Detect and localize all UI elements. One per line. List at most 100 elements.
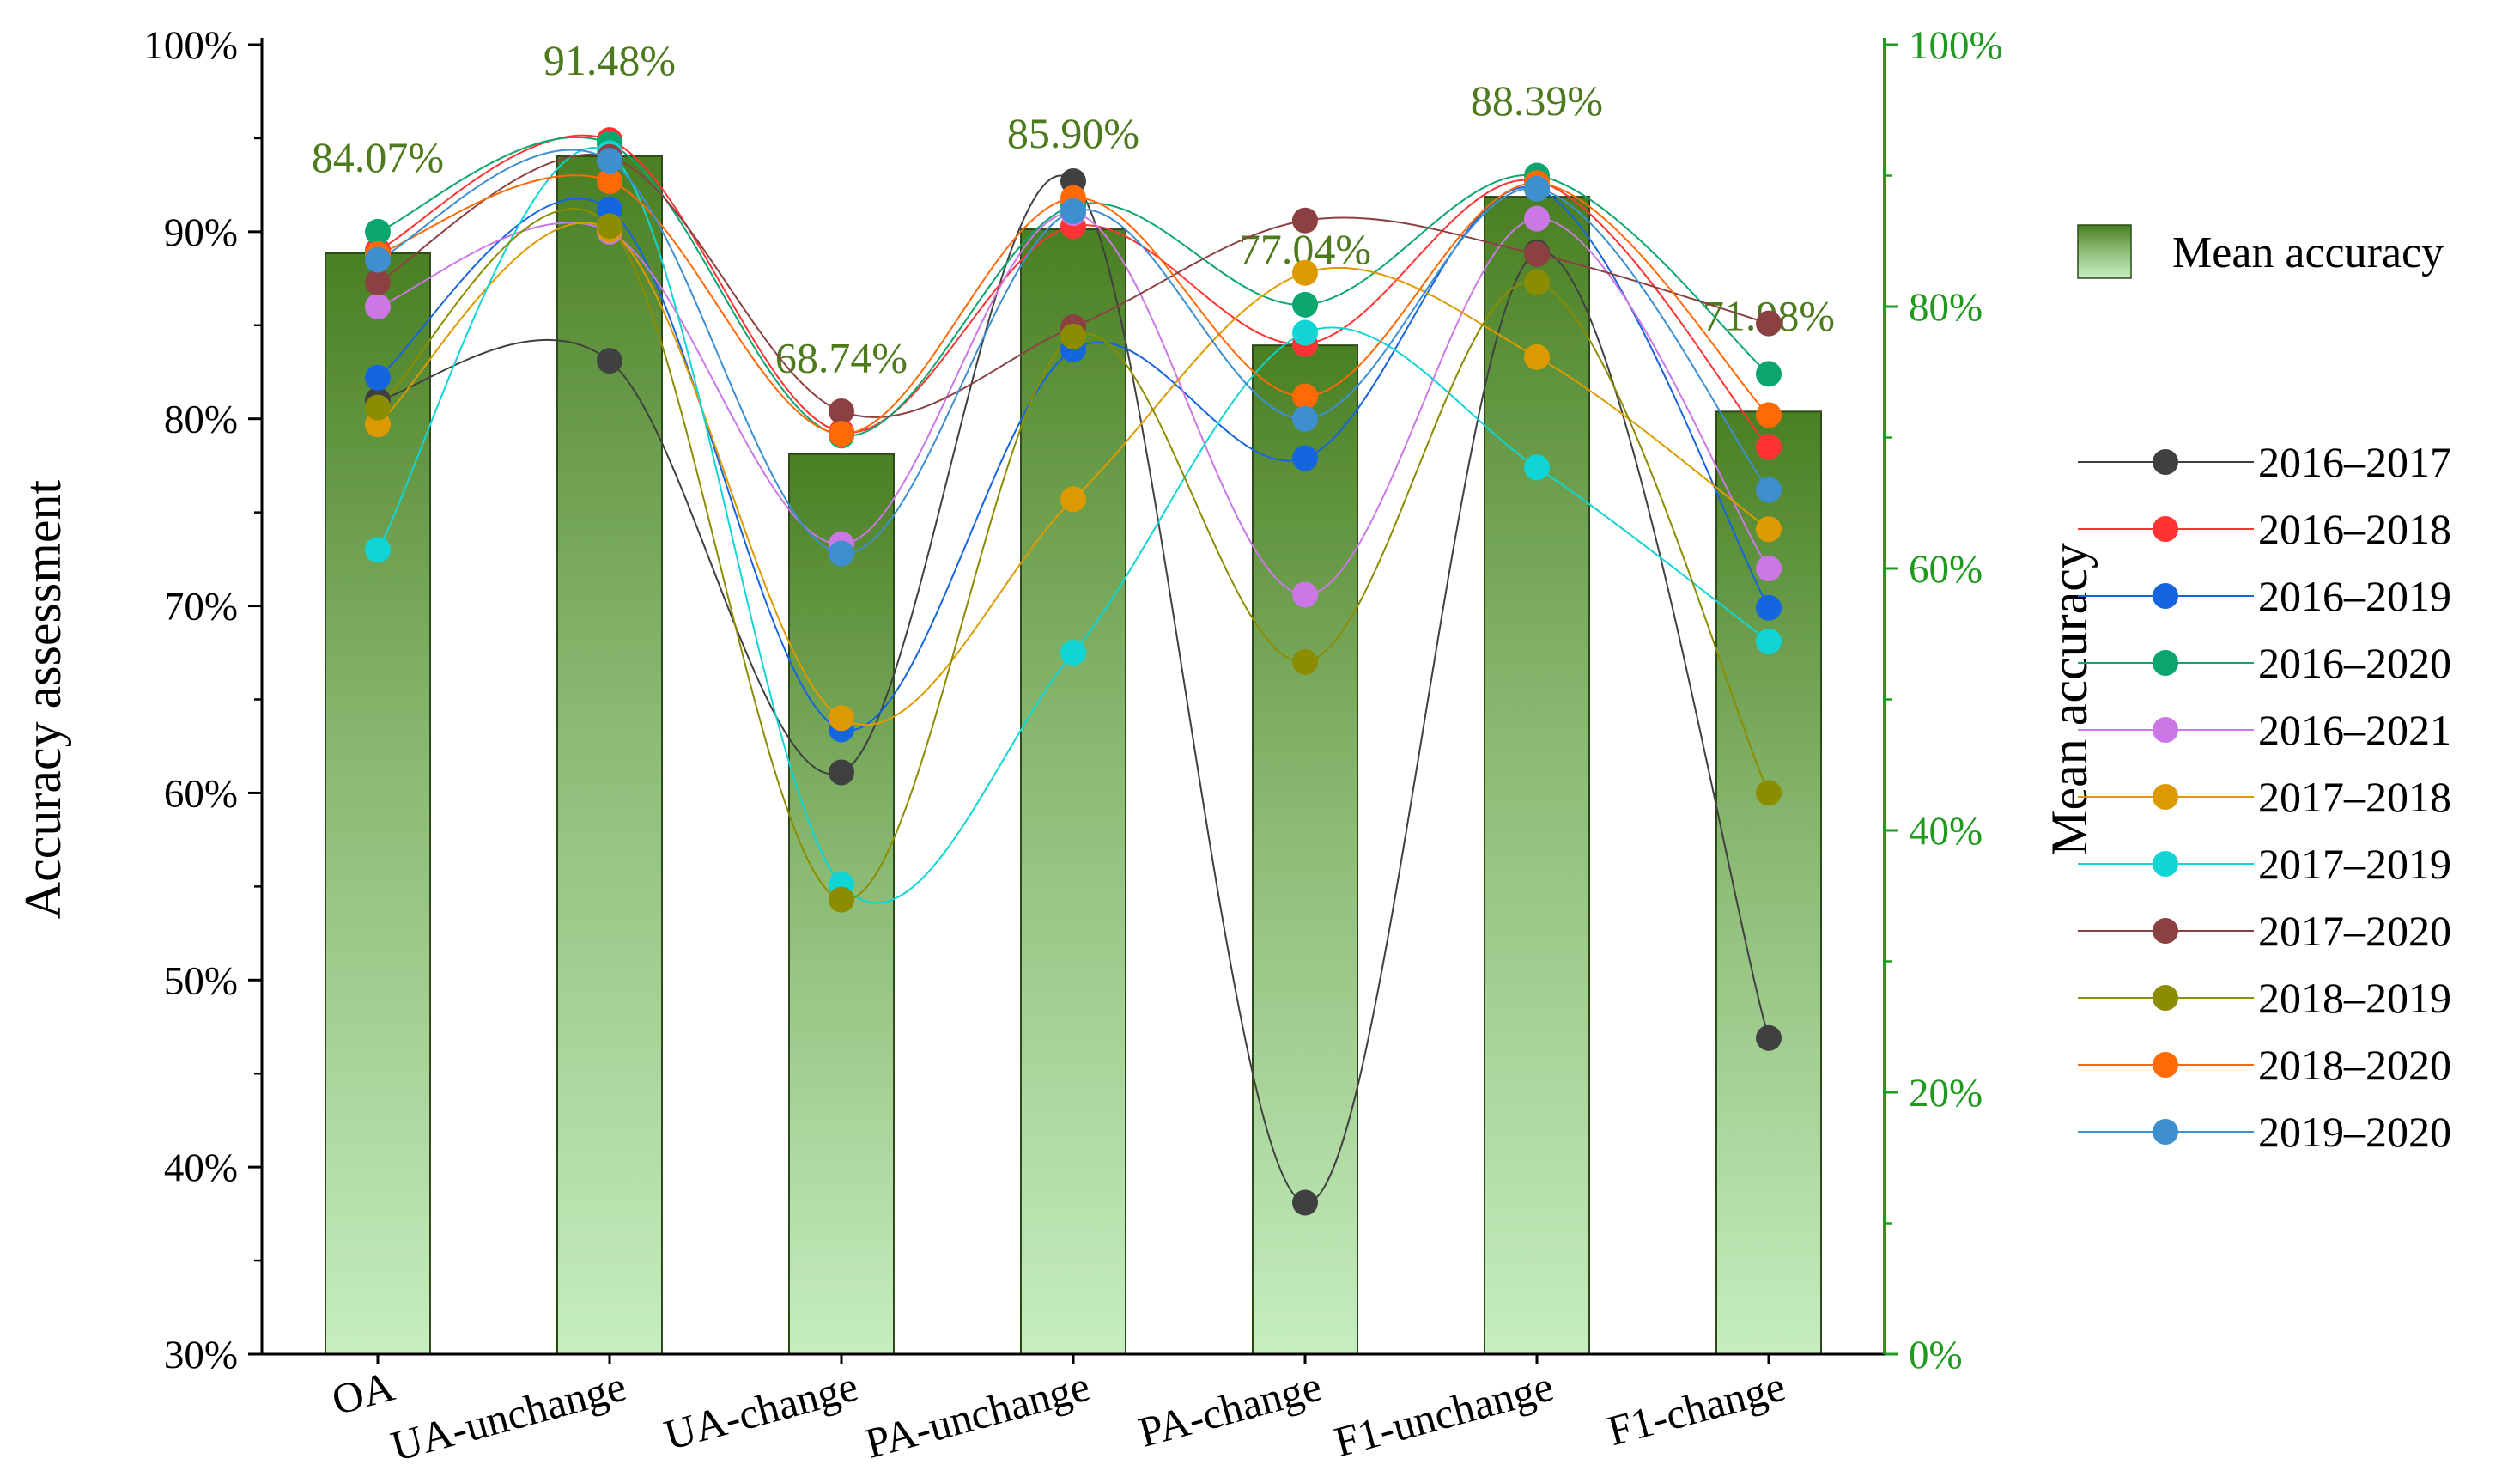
legend-series-label: 2016–2021 [2258, 706, 2451, 754]
series-point [1060, 486, 1086, 513]
series-point [597, 168, 622, 195]
series-point [1756, 434, 1782, 460]
right-tick-label: 40% [1909, 809, 1983, 854]
legend-marker [2153, 583, 2178, 609]
series-point [365, 537, 391, 563]
series-point [829, 886, 854, 913]
series-point [1292, 207, 1318, 234]
legend-marker [2153, 516, 2178, 542]
bar-value-label: 91.48% [543, 36, 676, 84]
series-point [1524, 175, 1550, 202]
legend-marker [2153, 784, 2178, 810]
bar-value-label: 68.74% [775, 334, 908, 382]
series-point [1292, 259, 1318, 286]
legend-series-label: 2017–2018 [2258, 773, 2451, 821]
series-point [597, 348, 622, 374]
legend-marker [2153, 985, 2178, 1011]
x-category-label: PA-change [1133, 1362, 1327, 1456]
left-tick-label: 30% [164, 1333, 238, 1377]
series-point [829, 759, 854, 786]
series-point [1292, 581, 1318, 608]
series-point [1756, 628, 1782, 654]
series-point [1524, 205, 1550, 232]
right-tick-label: 60% [1909, 547, 1983, 592]
left-tick-label: 50% [164, 958, 238, 1003]
series-point [1524, 241, 1550, 267]
series-point [829, 421, 854, 447]
mean-accuracy-bar [1484, 196, 1590, 1356]
series-point [829, 540, 854, 567]
legend-series-label: 2018–2019 [2258, 974, 2451, 1022]
series-point [1756, 402, 1782, 428]
series-point [1756, 361, 1782, 387]
series-point [1060, 323, 1086, 349]
legend-marker [2153, 1052, 2178, 1078]
series-point [1756, 780, 1782, 806]
x-category-label: PA-unchange [860, 1362, 1095, 1468]
series-point [1524, 269, 1550, 295]
right-tick-label: 20% [1909, 1071, 1983, 1115]
legend-series-label: 2018–2020 [2258, 1041, 2451, 1089]
right-tick-label: 80% [1909, 285, 1983, 330]
x-category-label: UA-change [659, 1362, 863, 1460]
right-axis-title: Mean accuracy [2041, 543, 2098, 856]
left-tick-label: 90% [164, 210, 238, 255]
series-point [365, 364, 391, 391]
legend-series-label: 2017–2019 [2258, 840, 2451, 888]
legend-series-label: 2017–2020 [2258, 907, 2451, 955]
legend-marker [2153, 449, 2178, 475]
legend-marker [2153, 851, 2178, 877]
bar-value-label: 84.07% [312, 133, 444, 181]
legend-swatch-mean-accuracy [2077, 224, 2132, 279]
legend-marker [2153, 650, 2178, 676]
legend-marker [2153, 1119, 2178, 1145]
series-point [1524, 343, 1550, 370]
series-point [1292, 291, 1318, 318]
series-point [1292, 319, 1318, 346]
legend-series-label: 2016–2018 [2258, 505, 2451, 553]
x-category-label: OA [327, 1362, 399, 1425]
legend-series-label: 2016–2017 [2258, 438, 2451, 486]
bar-value-label: 88.39% [1471, 76, 1603, 125]
legend-series-label: 2016–2020 [2258, 639, 2451, 687]
series-point [1756, 477, 1782, 503]
series-point [829, 705, 854, 732]
legend-marker [2153, 918, 2178, 944]
x-category-label: F1-change [1602, 1362, 1789, 1456]
series-point [1524, 454, 1550, 481]
left-tick-label: 60% [164, 771, 238, 816]
legend-series-label: 2019–2020 [2258, 1108, 2451, 1156]
legend-marker [2153, 717, 2178, 743]
series-point [1292, 445, 1318, 471]
series-point [829, 398, 854, 424]
series-point [365, 294, 391, 319]
series-point [365, 246, 391, 273]
x-category-label: UA-unchange [386, 1362, 630, 1471]
series-point [1756, 310, 1782, 337]
series-point [1292, 648, 1318, 675]
left-tick-label: 40% [164, 1146, 238, 1190]
legend-label-mean-accuracy: Mean accuracy [2172, 228, 2444, 277]
right-tick-label: 0% [1909, 1333, 1963, 1377]
legend-series-label: 2016–2019 [2258, 572, 2451, 620]
series-point [1756, 594, 1782, 621]
left-tick-label: 70% [164, 585, 238, 629]
series-point [597, 148, 622, 174]
right-tick-label: 100% [1909, 23, 2003, 68]
series-point [365, 394, 391, 421]
mean-accuracy-bar [556, 155, 663, 1355]
series-line [377, 147, 1770, 904]
series-point [1292, 383, 1318, 410]
series-point [365, 269, 391, 295]
x-category-label: F1-unchange [1329, 1362, 1558, 1467]
series-point [1060, 640, 1086, 666]
series-point [365, 218, 391, 245]
series-point [1756, 556, 1782, 581]
series-point [1756, 1024, 1782, 1051]
left-axis-title: Accuracy assessment [15, 479, 71, 919]
series-point [597, 213, 622, 240]
bar-value-label: 85.90% [1007, 109, 1139, 157]
left-tick-label: 80% [164, 398, 238, 442]
series-point [1060, 198, 1086, 224]
